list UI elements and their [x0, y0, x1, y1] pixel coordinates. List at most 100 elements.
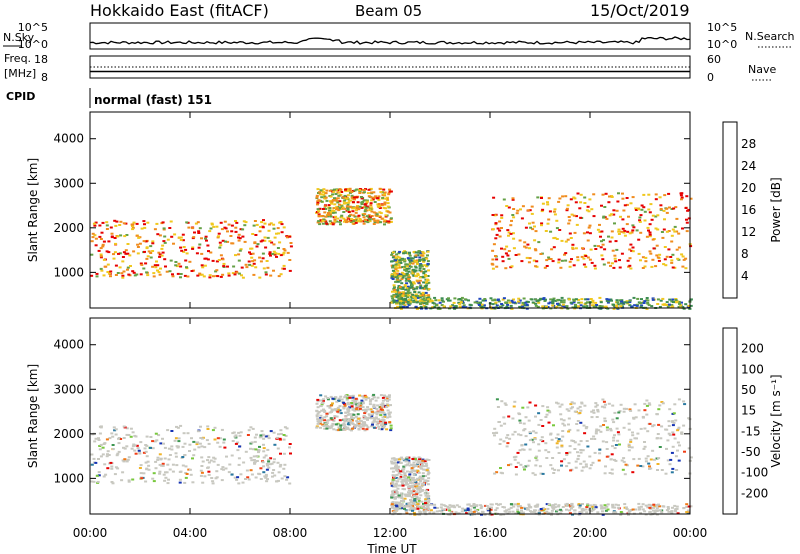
echo-cell — [671, 305, 675, 308]
echo-cell — [184, 476, 188, 479]
echo-cell — [315, 402, 319, 405]
echo-cell — [343, 418, 347, 421]
echo-cell — [424, 270, 428, 273]
echo-cell — [401, 484, 405, 487]
echo-cell — [366, 417, 370, 419]
echo-cell — [282, 248, 286, 250]
echo-cell — [238, 445, 242, 448]
echo-cell — [500, 216, 504, 219]
echo-cell — [392, 484, 396, 487]
echo-cell — [513, 430, 517, 433]
x-tick-label: 12:00 — [373, 526, 408, 540]
echo-cell — [670, 451, 674, 454]
echo-cell — [179, 424, 183, 427]
echo-cell — [356, 220, 360, 222]
echo-cell — [288, 482, 292, 485]
echo-cell — [98, 448, 102, 451]
echo-cell — [523, 428, 527, 431]
echo-cell — [252, 273, 256, 276]
echo-cell — [479, 507, 483, 510]
echo-cell — [421, 294, 425, 297]
echo-cell — [644, 260, 648, 263]
echo-cell — [534, 230, 538, 233]
echo-cell — [264, 271, 268, 274]
echo-cell — [612, 303, 615, 306]
echo-cell — [516, 209, 520, 212]
echo-cell — [568, 219, 572, 222]
echo-cell — [207, 473, 211, 476]
echo-cell — [656, 463, 660, 465]
echo-cell — [407, 292, 410, 294]
echo-cell — [500, 227, 503, 229]
echo-cell — [517, 297, 521, 300]
echo-cell — [653, 511, 657, 514]
echo-cell — [269, 457, 273, 460]
echo-cell — [352, 220, 356, 223]
echo-cell — [510, 307, 514, 310]
echo-cell — [267, 437, 271, 440]
echo-cell — [409, 476, 413, 479]
echo-cell — [663, 246, 667, 248]
echo-cell — [320, 403, 324, 406]
echo-cell — [177, 262, 181, 265]
echo-cell — [266, 448, 270, 451]
echo-cell — [406, 479, 409, 482]
echo-cell — [471, 505, 475, 508]
echo-cell — [461, 507, 465, 510]
echo-cell — [554, 437, 558, 439]
echo-cell — [536, 503, 540, 506]
echo-cell — [264, 476, 268, 479]
echo-cell — [401, 287, 405, 290]
echo-cell — [318, 418, 322, 421]
echo-cell — [631, 471, 635, 474]
echo-cell — [423, 507, 427, 510]
echo-cell — [573, 448, 577, 450]
echo-cell — [203, 264, 207, 267]
echo-cell — [429, 509, 433, 512]
echo-cell — [178, 481, 182, 484]
echo-cell — [402, 291, 406, 294]
echo-cell — [390, 260, 393, 263]
echo-cell — [505, 509, 509, 512]
echo-cell — [608, 195, 611, 198]
echo-cell — [361, 406, 365, 409]
echo-cell — [607, 201, 611, 204]
echo-cell — [262, 456, 266, 459]
echo-cell — [381, 399, 385, 402]
echo-cell — [577, 513, 581, 516]
echo-cell — [408, 478, 412, 481]
echo-cell — [282, 452, 286, 455]
echo-cell — [571, 505, 575, 508]
colorbar-tick-label: 20 — [741, 181, 756, 195]
echo-cell — [94, 461, 98, 464]
echo-cell — [621, 468, 625, 471]
echo-cell — [107, 454, 111, 456]
echo-cell — [648, 223, 652, 226]
echo-cell — [121, 459, 125, 462]
echo-cell — [504, 267, 508, 270]
echo-cell — [438, 301, 442, 304]
echo-cell — [677, 459, 681, 462]
echo-cell — [222, 262, 226, 265]
echo-cell — [543, 508, 547, 511]
echo-cell — [530, 298, 534, 301]
echo-cell — [557, 304, 561, 307]
echo-cell — [569, 403, 573, 406]
echo-cell — [512, 247, 516, 250]
echo-cell — [618, 443, 621, 446]
echo-cell — [409, 482, 413, 485]
echo-cell — [351, 394, 355, 397]
echo-cell — [559, 439, 563, 442]
echo-cell — [366, 221, 370, 224]
echo-cell — [497, 300, 501, 303]
echo-cell — [114, 274, 118, 276]
echo-cell — [642, 206, 646, 209]
echo-cell — [640, 204, 644, 207]
echo-cell — [627, 513, 630, 516]
echo-cell — [406, 302, 410, 305]
echo-cell — [665, 301, 669, 304]
echo-cell — [390, 506, 394, 509]
echo-cell — [411, 260, 415, 263]
echo-cell — [397, 494, 401, 497]
echo-cell — [267, 229, 271, 232]
